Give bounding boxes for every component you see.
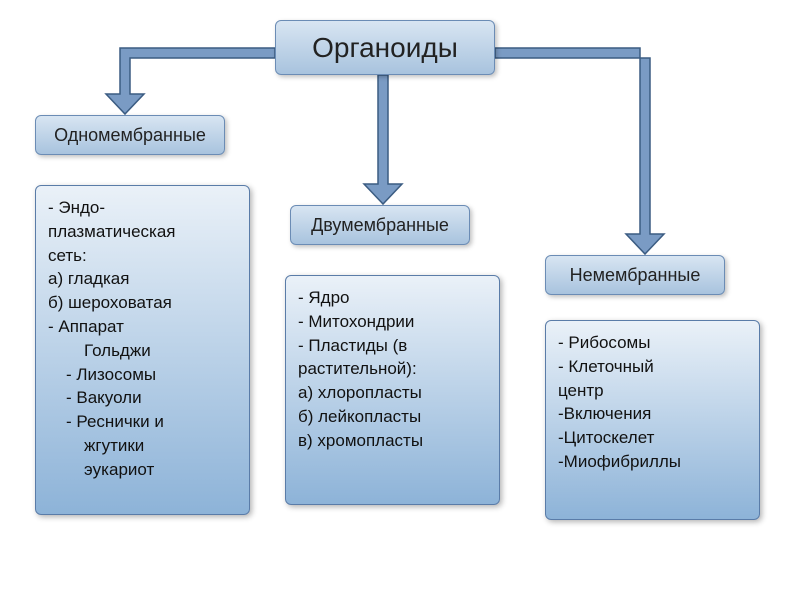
category-non-membrane: Немембранные bbox=[545, 255, 725, 295]
category-single-membrane: Одномембранные bbox=[35, 115, 225, 155]
list-line: б) лейкопласты bbox=[298, 405, 487, 429]
content-non-membrane: - Рибосомы - Клеточный центр -Включения … bbox=[545, 320, 760, 520]
list-line: - Эндо- bbox=[48, 196, 237, 220]
content-double-membrane: - Ядро - Митохондрии - Пластиды (в расти… bbox=[285, 275, 500, 505]
list-line: - Ядро bbox=[298, 286, 487, 310]
list-line: а) хлоропласты bbox=[298, 381, 487, 405]
list-line: - Вакуоли bbox=[48, 386, 237, 410]
list-line: растительной): bbox=[298, 357, 487, 381]
list-line: - Пластиды (в bbox=[298, 334, 487, 358]
list-line: эукариот bbox=[48, 458, 237, 482]
category-label: Двумембранные bbox=[311, 215, 449, 236]
list-line: - Аппарат bbox=[48, 315, 237, 339]
list-line: - Клеточный bbox=[558, 355, 747, 379]
list-line: - Реснички и bbox=[48, 410, 237, 434]
list-line: а) гладкая bbox=[48, 267, 237, 291]
list-line: в) хромопласты bbox=[298, 429, 487, 453]
list-line: - Рибосомы bbox=[558, 331, 747, 355]
list-line: б) шероховатая bbox=[48, 291, 237, 315]
list-line: плазматическая bbox=[48, 220, 237, 244]
list-line: -Включения bbox=[558, 402, 747, 426]
title-box: Органоиды bbox=[275, 20, 495, 75]
list-line: -Миофибриллы bbox=[558, 450, 747, 474]
list-line: жгутики bbox=[48, 434, 237, 458]
list-line: сеть: bbox=[48, 244, 237, 268]
list-line: - Лизосомы bbox=[48, 363, 237, 387]
category-label: Немембранные bbox=[570, 265, 701, 286]
category-label: Одномембранные bbox=[54, 125, 206, 146]
list-line: Гольджи bbox=[48, 339, 237, 363]
list-line: центр bbox=[558, 379, 747, 403]
title-text: Органоиды bbox=[312, 32, 458, 64]
list-line: -Цитоскелет bbox=[558, 426, 747, 450]
list-line: - Митохондрии bbox=[298, 310, 487, 334]
content-single-membrane: - Эндо- плазматическая сеть: а) гладкая … bbox=[35, 185, 250, 515]
category-double-membrane: Двумембранные bbox=[290, 205, 470, 245]
